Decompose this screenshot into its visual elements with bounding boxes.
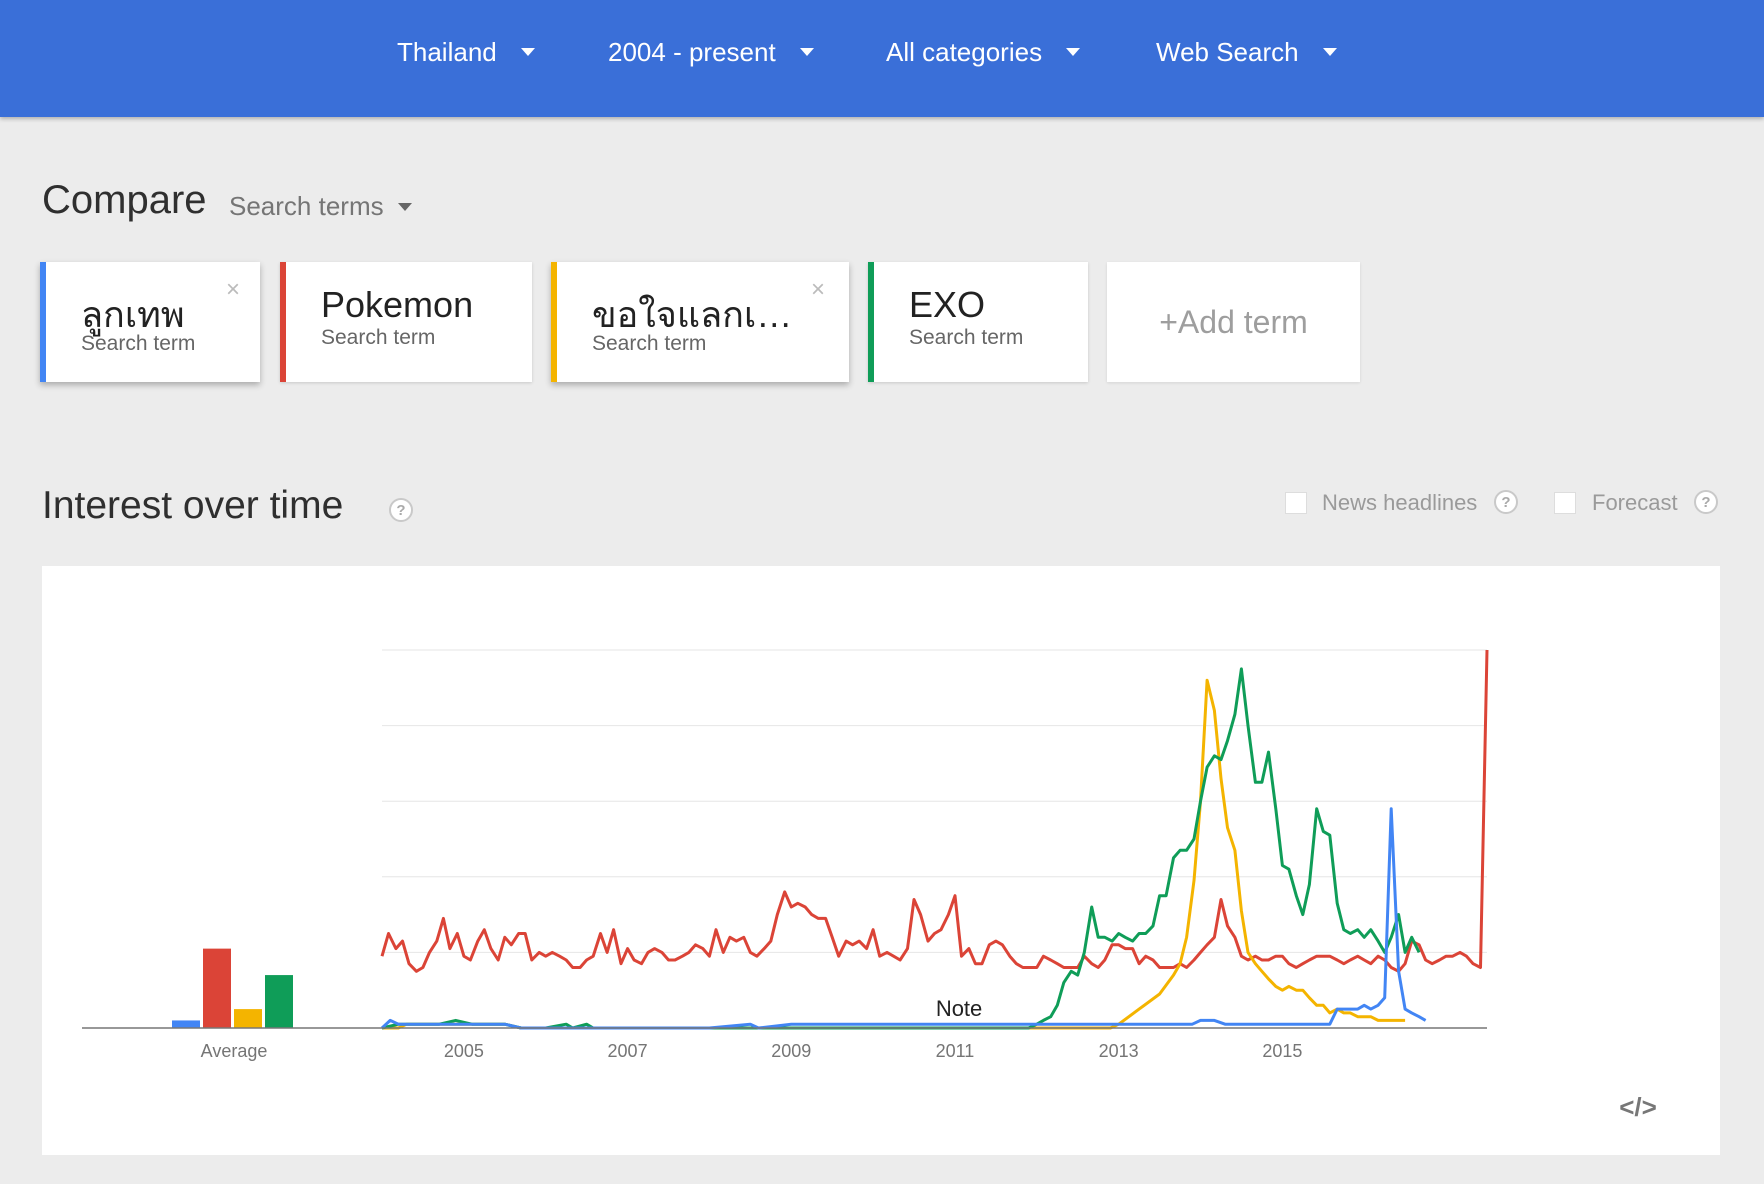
x-tick-label: 2007 — [608, 1041, 648, 1061]
time-range-label: 2004 - present — [608, 36, 776, 67]
term-card-3[interactable]: ขอใจแลกเ… Search term × — [551, 262, 849, 382]
search-type-dropdown[interactable]: Web Search — [1156, 32, 1337, 72]
term-type: Search term — [81, 332, 196, 355]
close-icon[interactable]: × — [225, 276, 240, 303]
term-type: Search term — [321, 326, 436, 349]
x-tick-label: 2015 — [1262, 1041, 1302, 1061]
category-dropdown[interactable]: All categories — [886, 32, 1081, 72]
term-type: Search term — [909, 326, 1024, 349]
average-bar — [172, 1020, 200, 1028]
chart-grid — [382, 649, 1487, 953]
category-label: All categories — [886, 36, 1043, 67]
term-name: EXO — [909, 284, 986, 325]
interest-over-time-title: Interest over time — [42, 484, 344, 527]
search-type-label: Web Search — [1156, 36, 1299, 67]
term-name: ลูกเทพ — [81, 294, 185, 335]
series-lines — [380, 649, 1489, 1030]
average-bar — [265, 975, 293, 1028]
x-tick-label: 2005 — [444, 1041, 484, 1061]
average-bars — [172, 948, 293, 1028]
time-range-dropdown[interactable]: 2004 - present — [608, 32, 814, 72]
series-line — [380, 649, 1489, 973]
term-name: ขอใจแลกเ… — [592, 294, 793, 335]
help-icon[interactable]: ? — [1494, 490, 1518, 514]
x-tick-label: 2009 — [771, 1041, 811, 1061]
chevron-down-icon — [520, 48, 535, 56]
x-tick-label: 2013 — [1099, 1041, 1139, 1061]
series-line — [380, 807, 1427, 1030]
average-bar — [234, 1009, 262, 1028]
term-name: Pokemon — [321, 284, 474, 325]
interest-over-time-chart: 2005 2007 2009 2011 2013 2015 Note Average </… — [82, 649, 1657, 1122]
news-headlines-checkbox[interactable] — [1285, 492, 1307, 514]
news-headlines-label: News headlines — [1322, 490, 1478, 515]
term-card-1[interactable]: ลูกเทพ Search term × — [40, 262, 260, 382]
svg-text:</>: </> — [1619, 1092, 1657, 1122]
average-label: Average — [201, 1041, 268, 1061]
series-line — [382, 678, 1406, 1030]
compare-title: Compare — [42, 178, 207, 222]
region-dropdown[interactable]: Thailand — [397, 32, 535, 72]
chevron-down-icon — [397, 202, 412, 211]
filter-bar: Thailand 2004 - present All categories W… — [0, 0, 1764, 117]
forecast-checkbox[interactable] — [1554, 492, 1576, 514]
code-embed-icon[interactable]: </> — [1619, 1092, 1657, 1122]
search-terms-label: Search terms — [229, 191, 384, 221]
add-term-button[interactable]: +Add term — [1107, 262, 1360, 382]
search-terms-dropdown[interactable]: Search terms — [229, 191, 412, 222]
term-card-2[interactable]: Pokemon Search term — [280, 262, 532, 382]
region-label: Thailand — [397, 36, 497, 67]
x-tick-label: 2011 — [936, 1041, 975, 1061]
help-icon[interactable]: ? — [1694, 490, 1718, 514]
close-icon[interactable]: × — [810, 276, 825, 303]
term-type: Search term — [592, 332, 707, 355]
average-bar — [203, 948, 231, 1028]
chevron-down-icon — [799, 48, 814, 56]
help-icon[interactable]: ? — [389, 498, 413, 522]
note-label: Note — [936, 996, 982, 1021]
chevron-down-icon — [1322, 48, 1337, 56]
term-card-4[interactable]: EXO Search term — [868, 262, 1088, 382]
x-axis-ticks: 2005 2007 2009 2011 2013 2015 — [444, 1041, 1303, 1061]
forecast-label: Forecast — [1592, 490, 1678, 515]
chart-panel: 2005 2007 2009 2011 2013 2015 Note Average </… — [42, 566, 1720, 1155]
chevron-down-icon — [1066, 48, 1081, 56]
